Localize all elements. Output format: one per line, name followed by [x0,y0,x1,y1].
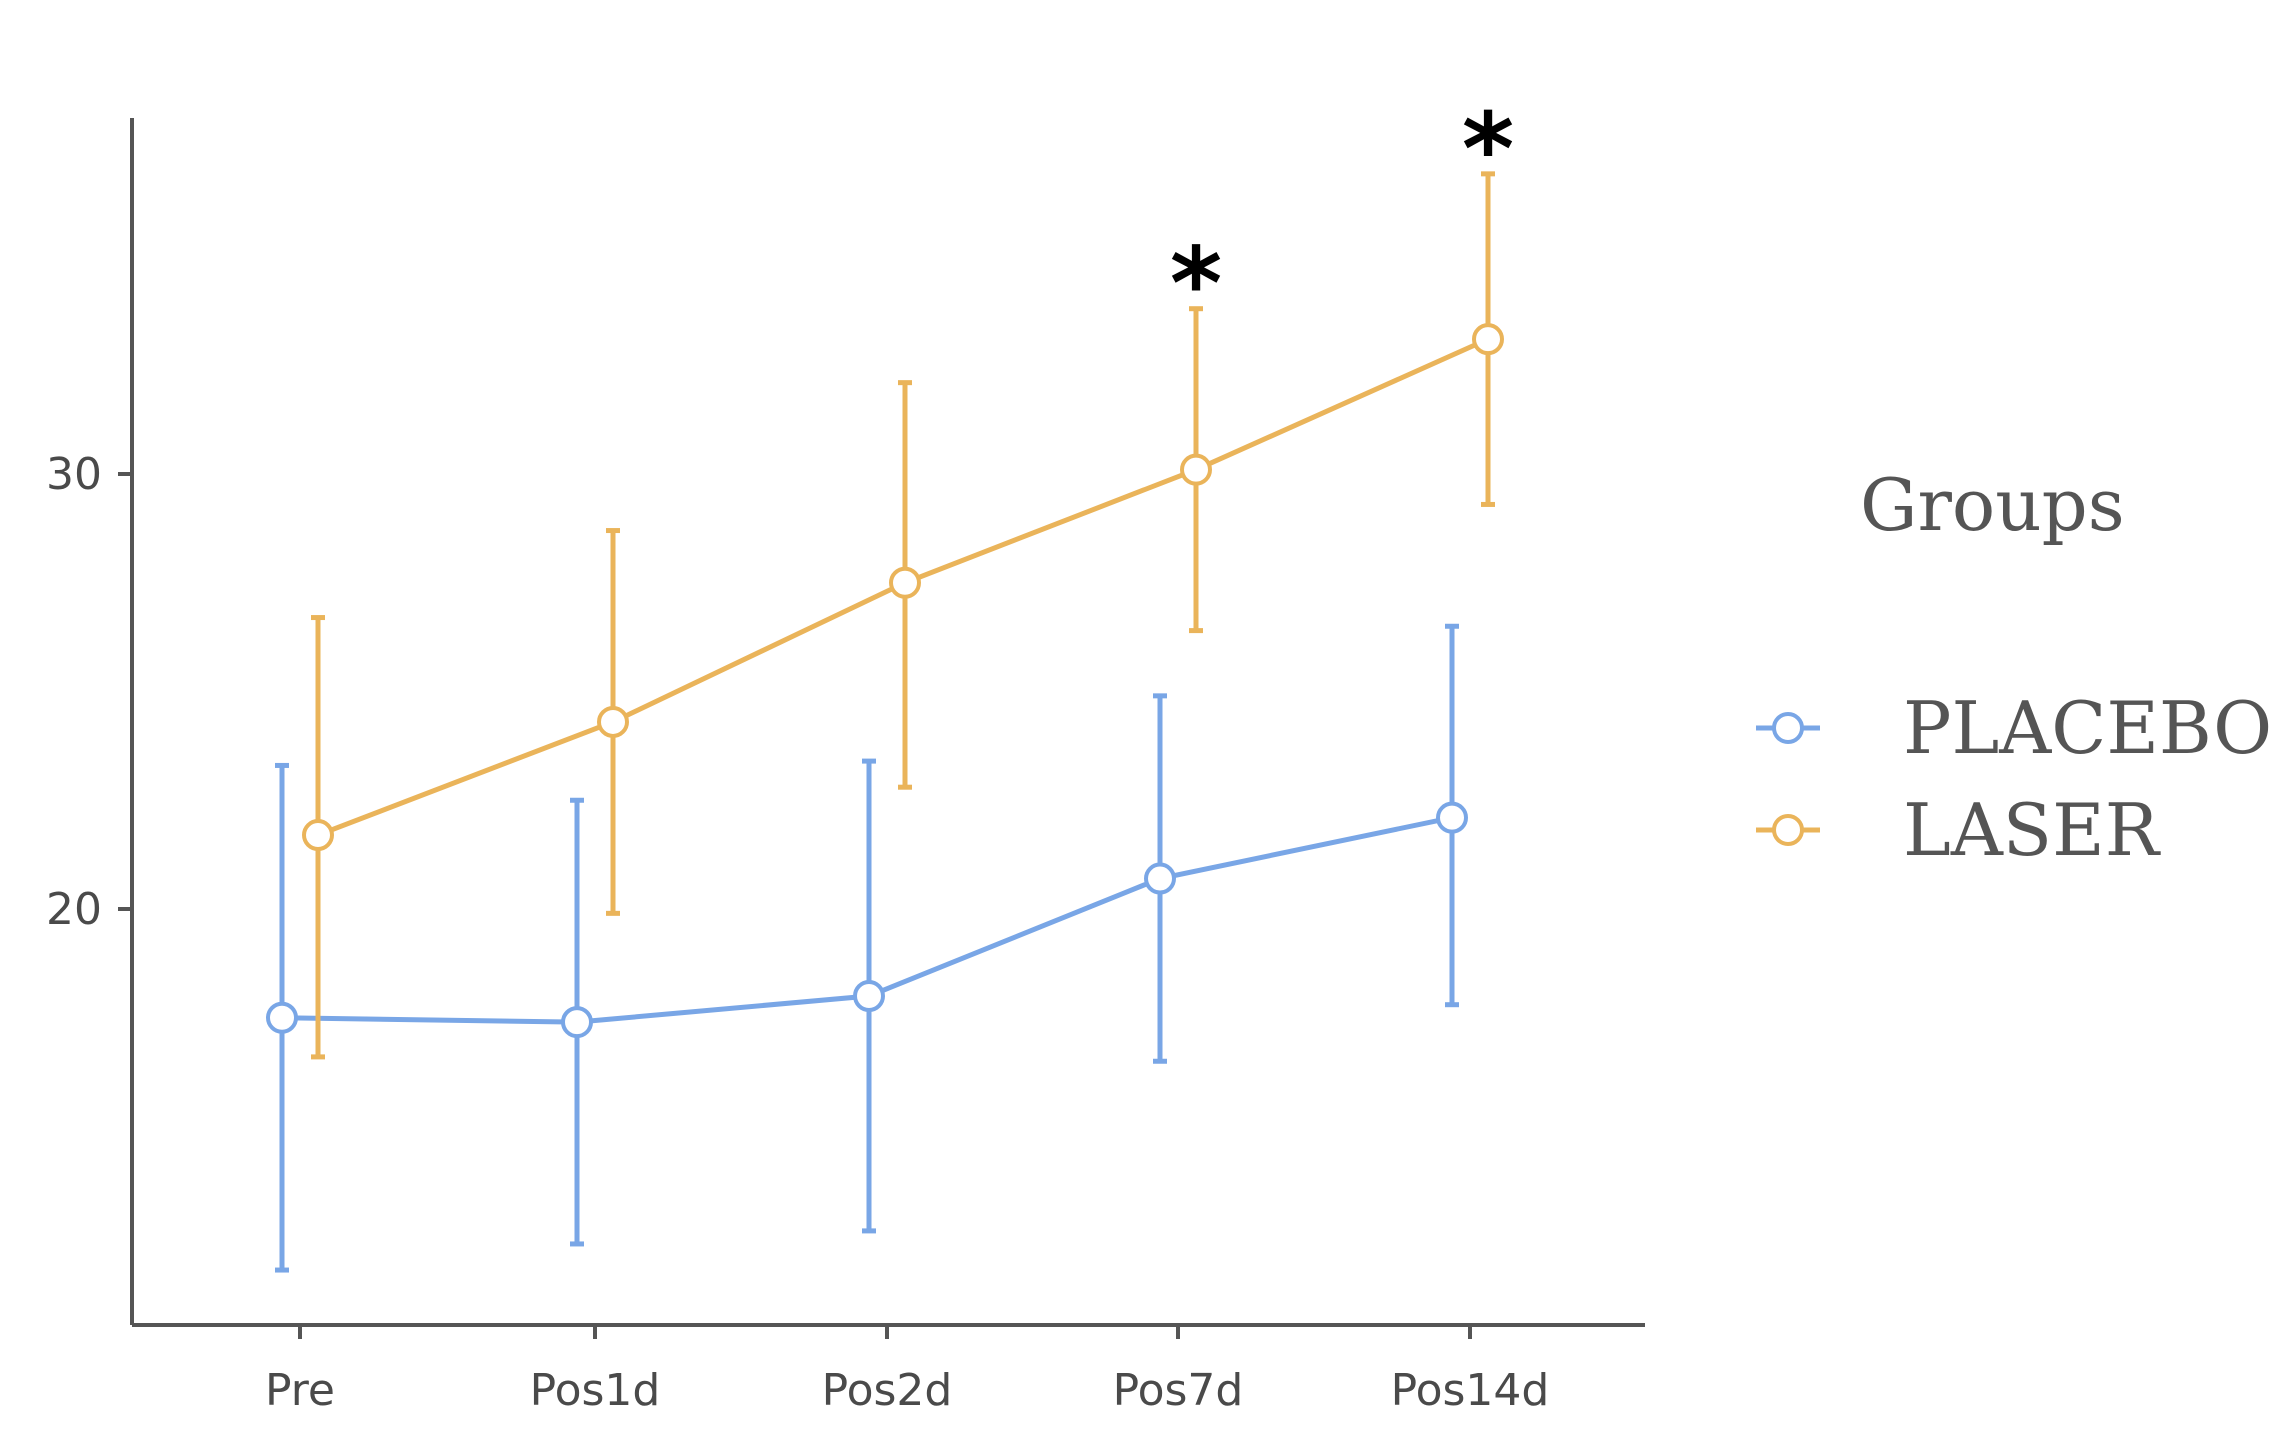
data-point [1144,862,1176,895]
y-tick-label: 20 [46,884,102,935]
x-tick-label: Pos7d [1113,1365,1244,1416]
x-tick-label: Pos14d [1391,1365,1550,1416]
data-point [1436,801,1468,834]
significance-annotation: * [1170,226,1222,343]
data-point [302,819,334,852]
legend-label: LASER [1903,788,2161,872]
x-tick-label: Pos1d [530,1365,661,1416]
data-point [889,566,921,599]
series-laser [302,171,1504,1060]
data-point [561,1006,593,1039]
series-placebo [266,623,1468,1273]
legend-label: PLACEBO [1903,686,2272,770]
y-tick-label: 30 [46,449,102,500]
x-tick-label: Pos2d [822,1365,953,1416]
legend-title: Groups [1860,463,2125,547]
legend-item-laser: LASER [1756,788,2161,872]
legend-swatch-point [1772,814,1804,846]
data-point [1180,453,1212,486]
legend-item-placebo: PLACEBO [1756,686,2272,770]
x-tick-label: Pre [265,1365,335,1416]
data-point [597,705,629,738]
data-point [266,1001,298,1034]
legend: Groups PLACEBO LASER [1756,463,2272,872]
significance-annotation: * [1462,91,1514,208]
data-point [1472,323,1504,356]
legend-swatch-point [1772,712,1804,744]
data-point [853,980,885,1012]
